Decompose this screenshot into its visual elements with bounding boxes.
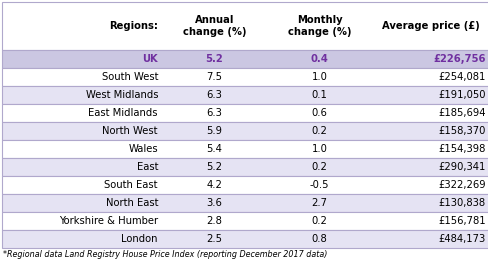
Text: 0.4: 0.4: [310, 54, 328, 64]
Text: 5.2: 5.2: [206, 162, 223, 172]
Bar: [2, 122, 488, 140]
Bar: [2, 50, 488, 68]
Text: West Midlands: West Midlands: [85, 90, 158, 100]
Text: 2.5: 2.5: [206, 234, 223, 244]
Text: £130,838: £130,838: [439, 198, 486, 208]
Text: £191,050: £191,050: [439, 90, 486, 100]
Text: UK: UK: [142, 54, 158, 64]
Text: £290,341: £290,341: [439, 162, 486, 172]
Text: 6.3: 6.3: [206, 90, 223, 100]
Text: 0.2: 0.2: [311, 162, 327, 172]
Bar: [2, 158, 488, 176]
Text: Wales: Wales: [128, 144, 158, 154]
Bar: [2, 230, 488, 248]
Text: 2.7: 2.7: [311, 198, 327, 208]
Text: £322,269: £322,269: [438, 180, 486, 190]
Text: 0.2: 0.2: [311, 216, 327, 226]
Text: 5.2: 5.2: [205, 54, 224, 64]
Text: South West: South West: [102, 72, 158, 82]
Text: £154,398: £154,398: [439, 144, 486, 154]
Bar: [2, 86, 488, 104]
Text: *Regional data Land Registry House Price Index (reporting December 2017 data): *Regional data Land Registry House Price…: [3, 250, 327, 259]
Bar: [2, 68, 488, 86]
Text: 4.2: 4.2: [206, 180, 223, 190]
Text: 0.2: 0.2: [311, 126, 327, 136]
Text: 2.8: 2.8: [206, 216, 223, 226]
Text: 5.9: 5.9: [206, 126, 223, 136]
Text: Regions:: Regions:: [109, 21, 158, 31]
Text: 3.6: 3.6: [206, 198, 223, 208]
Text: £254,081: £254,081: [439, 72, 486, 82]
Bar: [2, 2, 488, 50]
Text: 0.1: 0.1: [311, 90, 327, 100]
Bar: [2, 212, 488, 230]
Text: £226,756: £226,756: [433, 54, 486, 64]
Text: 6.3: 6.3: [206, 108, 223, 118]
Text: North East: North East: [105, 198, 158, 208]
Text: East: East: [137, 162, 158, 172]
Text: North West: North West: [102, 126, 158, 136]
Text: 0.6: 0.6: [311, 108, 327, 118]
Text: 1.0: 1.0: [311, 144, 327, 154]
Text: 1.0: 1.0: [311, 72, 327, 82]
Text: 0.8: 0.8: [312, 234, 327, 244]
Text: 7.5: 7.5: [206, 72, 223, 82]
Text: East Midlands: East Midlands: [88, 108, 158, 118]
Text: £185,694: £185,694: [439, 108, 486, 118]
Text: £156,781: £156,781: [438, 216, 486, 226]
Bar: [2, 140, 488, 158]
Bar: [2, 104, 488, 122]
Bar: [2, 176, 488, 194]
Text: Yorkshire & Humber: Yorkshire & Humber: [59, 216, 158, 226]
Text: South East: South East: [104, 180, 158, 190]
Text: London: London: [122, 234, 158, 244]
Text: -0.5: -0.5: [310, 180, 329, 190]
Text: 5.4: 5.4: [206, 144, 223, 154]
Text: Annual
change (%): Annual change (%): [183, 15, 246, 37]
Bar: [2, 194, 488, 212]
Text: Monthly
change (%): Monthly change (%): [288, 15, 351, 37]
Text: £484,173: £484,173: [439, 234, 486, 244]
Text: £158,370: £158,370: [439, 126, 486, 136]
Text: Average price (£): Average price (£): [382, 21, 480, 31]
